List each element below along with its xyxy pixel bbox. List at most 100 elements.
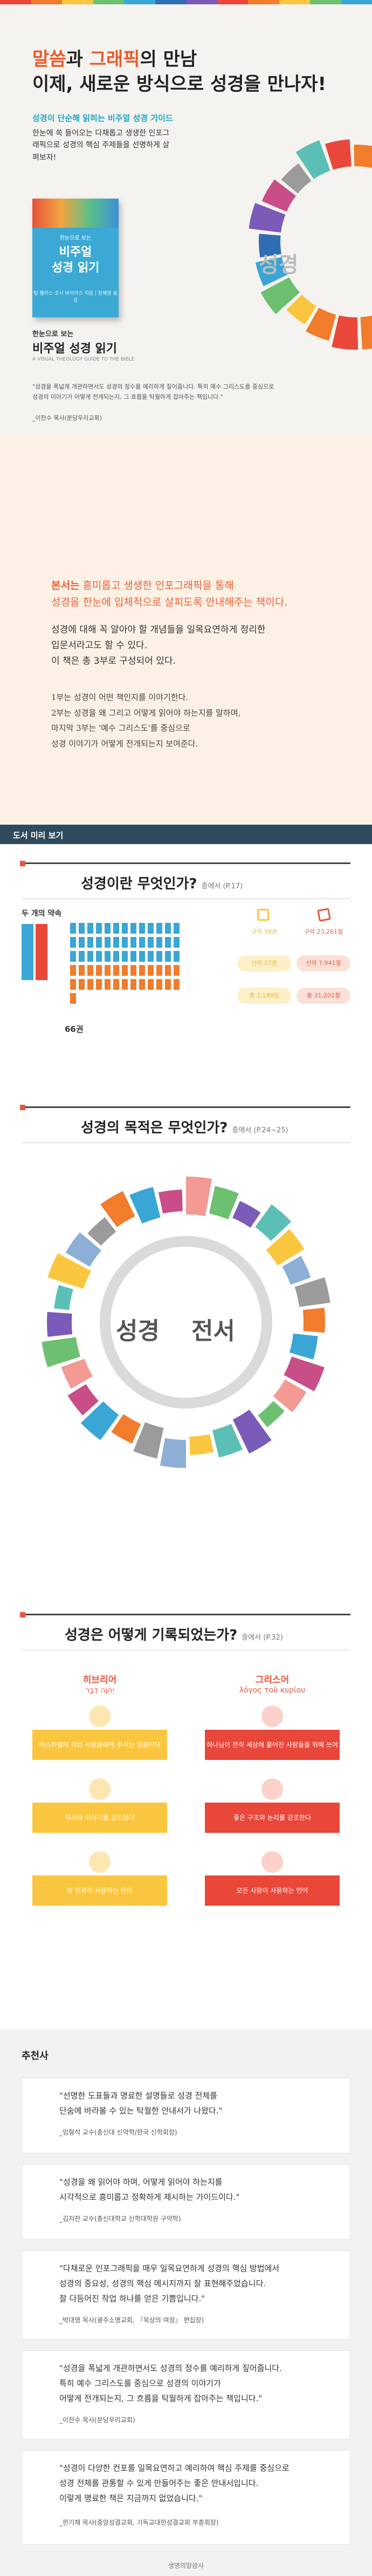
ring-segment bbox=[42, 1337, 81, 1368]
gear-icon bbox=[261, 1778, 283, 1800]
book-cover-title-2: 성경 읽기 bbox=[51, 261, 100, 275]
intro-body: 성경에 대해 꼭 알아야 할 개념들을 일목요연하게 정리한 입문서라고도 할 … bbox=[51, 622, 321, 669]
mini-book bbox=[122, 979, 128, 990]
mini-book bbox=[148, 951, 154, 962]
stripe-segment bbox=[341, 0, 372, 4]
ring-segment bbox=[232, 1201, 261, 1228]
intro-lead-2: 성경을 한눈에 입체적으로 살피도록 안내해주는 책이다. bbox=[51, 596, 288, 609]
section3-corner-mark bbox=[20, 1612, 25, 1617]
ring-segment bbox=[212, 1424, 243, 1458]
stat-ot-verses: 구약 23,261절 bbox=[304, 928, 343, 935]
hebrew-heading: 히브리어 bbox=[82, 1675, 117, 1685]
recommend-5-author: _한기채 목사(중앙성결교회, 기독교대한성결교회 부총회장) bbox=[59, 2519, 219, 2526]
mini-book bbox=[148, 979, 154, 990]
intro-body-3: 이 책은 총 3부로 구성되어 있다. bbox=[51, 655, 176, 667]
recommend-3-author: _박대영 목사(광주소명교회, 『묵상의 여정』 편집장) bbox=[59, 2316, 204, 2324]
hero-title: 말씀과 그래픽의 만남 이제, 새로운 방식으로 성경을 만나자! bbox=[32, 47, 326, 97]
globe-icon bbox=[261, 1705, 283, 1727]
people-icon bbox=[261, 1851, 283, 1873]
mini-book bbox=[148, 937, 154, 948]
section3-title: 성경은 어떻게 기록되었는가? 중에서 (P.32) bbox=[65, 1624, 283, 1644]
stat-total-chapters: 총 1,189장 bbox=[237, 988, 291, 1004]
intro-lead: 본서는 흥미롭고 생생한 인포그래픽을 통해 성경을 한눈에 입체적으로 살피도… bbox=[51, 577, 321, 611]
hebrew-subheading: יְהוָה דְּבַר bbox=[85, 1686, 114, 1695]
mini-book bbox=[174, 951, 180, 962]
hero-quote-author: _이찬수 목사(분당우리교회) bbox=[32, 414, 102, 422]
book-cover-color-band bbox=[32, 199, 119, 228]
mini-book bbox=[113, 951, 119, 962]
hebrew-card-2: 역사와 이야기를 강조한다 bbox=[32, 1803, 167, 1833]
hero-quote: "성경을 폭넓게 개관하면서도 성경의 정수를 예리하게 짚어줍니다. 특히 예… bbox=[32, 383, 274, 400]
hero-title-word-1: 말씀 bbox=[32, 49, 66, 70]
book-cover-title: 비주얼 성경 읽기 bbox=[32, 245, 119, 276]
person-icon bbox=[89, 1851, 111, 1873]
mini-book bbox=[87, 979, 93, 990]
pencil-icon bbox=[317, 908, 331, 922]
intro-section: 본서는 흥미롭고 생생한 인포그래픽을 통해 성경을 한눈에 입체적으로 살피도… bbox=[0, 436, 372, 825]
ring-segment bbox=[133, 1422, 164, 1459]
recommend-1-text: "선명한 도표들과 명료한 설명들로 성경 전체를 단숨에 바라볼 수 있는 탁… bbox=[59, 2089, 340, 2119]
recommend-4-line-3: 어떻게 전개되는지, 그 흐름을 탁월하게 잡아주는 책입니다." bbox=[59, 2393, 263, 2403]
hero-big-word: 성경 bbox=[259, 253, 299, 277]
mini-book bbox=[174, 979, 180, 990]
intro-lead-bold: 본서는 bbox=[51, 580, 80, 592]
book-english-title: A VISUAL THEOLOGY GUIDE TO THE BIBLE bbox=[32, 357, 135, 362]
mini-book bbox=[156, 923, 162, 934]
ring-segment bbox=[186, 1177, 212, 1216]
mini-book bbox=[130, 965, 136, 976]
books-count: 66권 bbox=[65, 1024, 84, 1034]
hero-description: 한눈에 쏙 들어오는 다채롭고 생생한 인포그래픽으로 성경의 핵심 주제들을 … bbox=[32, 129, 170, 162]
mini-book bbox=[122, 937, 128, 948]
recommend-2-line-1: "성경을 왜 읽어야 하며, 어떻게 읽어야 하는지를 bbox=[59, 2177, 223, 2187]
ring-segment bbox=[255, 1204, 292, 1241]
hero-title-word-4: 의 만남 bbox=[140, 49, 197, 70]
ring-segment bbox=[232, 1409, 272, 1454]
ring-segment bbox=[266, 1229, 305, 1266]
ring-segment bbox=[54, 1285, 73, 1310]
recommend-5-line-3: 이렇게 명료한 책은 지금까지 없었습니다." bbox=[59, 2493, 203, 2503]
mini-book bbox=[122, 951, 128, 962]
hero-donut-segment bbox=[281, 163, 312, 194]
recommend-2-author: _김지찬 교수(총신대학교 신학대학원 구약학) bbox=[59, 2215, 181, 2222]
ring-segment bbox=[258, 1401, 285, 1428]
section2-title-text: 성경의 목적은 무엇인가? bbox=[81, 1120, 228, 1136]
mini-book bbox=[79, 965, 85, 976]
book-open-icon bbox=[89, 1778, 111, 1800]
hero-donut-segment bbox=[261, 179, 296, 212]
ring-segment bbox=[65, 1232, 101, 1267]
preview-band: 도서 미리 보기 bbox=[0, 825, 372, 844]
section1-title-text: 성경이란 무엇인가? bbox=[81, 876, 197, 892]
section1-title: 성경이란 무엇인가? 중에서 (P.17) bbox=[81, 873, 243, 893]
section2-word-left: 성경 bbox=[116, 1317, 160, 1345]
recommend-card-1 bbox=[22, 2078, 350, 2153]
recommend-2-text: "성경을 왜 읽어야 하며, 어떻게 읽어야 하는지를 시각적으로 흥미롭고 정… bbox=[59, 2175, 340, 2205]
intro-lead-1: 흥미롭고 생생한 인포그래픽을 통해 bbox=[79, 580, 234, 592]
mini-book bbox=[122, 923, 128, 934]
hero-donut-segment bbox=[295, 140, 330, 179]
mini-book bbox=[87, 965, 93, 976]
mini-book bbox=[174, 923, 180, 934]
mini-book bbox=[156, 951, 162, 962]
mini-book bbox=[113, 937, 119, 948]
preview-band-title: 도서 미리 보기 bbox=[13, 831, 64, 840]
mini-book bbox=[156, 979, 162, 990]
tall-book-old bbox=[22, 924, 33, 980]
mini-book bbox=[96, 979, 102, 990]
ring-segment bbox=[289, 1333, 318, 1360]
ring-segment bbox=[158, 1190, 183, 1214]
mini-book bbox=[70, 923, 76, 934]
section3-from: 중에서 (P.32) bbox=[242, 1634, 283, 1642]
mini-book bbox=[113, 965, 119, 976]
hebrew-card-1: 이스라엘의 히브 사람들에게 주시는 말씀이다 bbox=[32, 1730, 167, 1760]
mini-book bbox=[130, 923, 136, 934]
hero-donut-segment bbox=[332, 315, 358, 350]
recommend-card-3 bbox=[22, 2251, 350, 2340]
mini-book bbox=[139, 979, 145, 990]
hero-donut-graphic bbox=[249, 139, 372, 350]
stat-nt-books: 신약 27권 bbox=[237, 955, 291, 971]
ring-inner-circle bbox=[100, 1236, 272, 1409]
recommend-3-line-1: "다채로운 인포그래픽을 매우 일목요연하게 성경의 핵심 방법에서 bbox=[59, 2264, 280, 2273]
mini-book bbox=[87, 937, 93, 948]
book-cover-authors: 팀 챌리스·조시 바이어스 지음 | 장혜영 옮김 bbox=[33, 291, 118, 303]
mini-book bbox=[70, 965, 76, 976]
